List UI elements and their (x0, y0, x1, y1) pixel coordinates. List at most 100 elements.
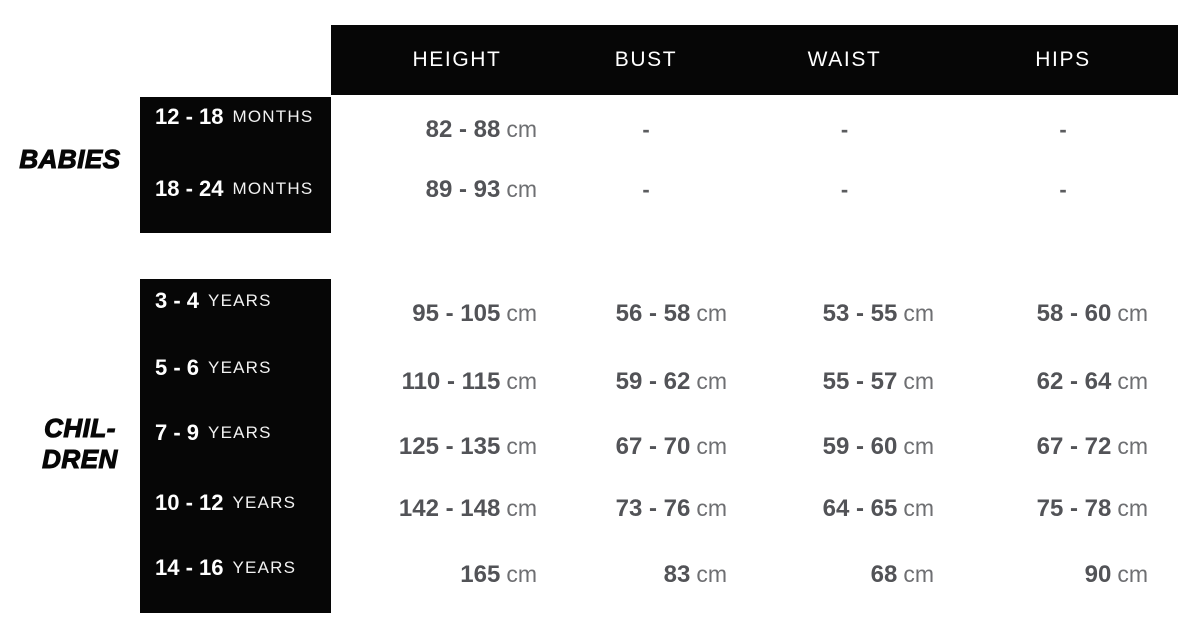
row-label: 5 - 6 YEARS (140, 353, 331, 383)
column-header-height: HEIGHT (412, 48, 502, 71)
cell-unit: cm (1117, 368, 1148, 394)
table-cell: 90 cm (948, 561, 1178, 589)
cell-unit: cm (506, 433, 537, 459)
cell-value: - (642, 177, 650, 202)
table-cell: 64 - 65 cm (741, 495, 948, 523)
age-range: 7 - 9 (155, 420, 200, 445)
cell-value: 55 - 57 (822, 368, 898, 395)
cell-value: 82 - 88 (425, 116, 501, 143)
table-cell: 59 - 60 cm (741, 433, 948, 461)
cell-value: 59 - 60 (822, 433, 898, 460)
cell-unit: cm (506, 176, 537, 202)
table-cell: 55 - 57 cm (741, 368, 948, 396)
table-cell: 142 - 148 cm (331, 495, 551, 523)
cell-value: 125 - 135 (398, 433, 501, 460)
group-label-line: DREN (42, 443, 118, 474)
cell-value: 142 - 148 (398, 495, 501, 522)
cell-value: 110 - 115 (401, 368, 501, 395)
table-cell: - (741, 116, 948, 144)
cell-value: 67 - 70 (615, 433, 691, 460)
table-cell: - (948, 116, 1178, 144)
table-cell: - (741, 176, 948, 204)
cell-value: 59 - 62 (615, 368, 691, 395)
table-cell: 89 - 93 cm (331, 176, 551, 204)
table-cell: 53 - 55 cm (741, 300, 948, 328)
age-unit: MONTHS (232, 107, 314, 126)
header-band (331, 25, 1178, 95)
cell-unit: cm (1117, 561, 1148, 587)
cell-value: 95 - 105 (412, 300, 501, 327)
row-label: 12 - 18 MONTHS (140, 102, 331, 132)
row-label: 7 - 9 YEARS (140, 418, 331, 448)
cell-unit: cm (696, 561, 727, 587)
cell-value: 53 - 55 (822, 300, 898, 327)
table-cell: 110 - 115 cm (331, 368, 551, 396)
age-range: 12 - 18 (155, 104, 224, 129)
cell-unit: cm (903, 368, 934, 394)
table-cell: - (948, 176, 1178, 204)
table-cell: 67 - 70 cm (551, 433, 741, 461)
age-range: 3 - 4 (155, 288, 200, 313)
age-unit: YEARS (208, 358, 272, 377)
cell-unit: cm (506, 495, 537, 521)
cell-unit: cm (903, 433, 934, 459)
cell-unit: cm (696, 433, 727, 459)
cell-value: 62 - 64 (1036, 368, 1112, 395)
table-cell: 95 - 105 cm (331, 300, 551, 328)
row-label: 10 - 12 YEARS (140, 488, 331, 518)
cell-unit: cm (506, 116, 537, 142)
column-header-waist: WAIST (807, 48, 882, 71)
cell-unit: cm (903, 300, 934, 326)
age-range: 10 - 12 (155, 490, 224, 515)
cell-unit: cm (696, 495, 727, 521)
table-cell: 62 - 64 cm (948, 368, 1178, 396)
cell-value: 73 - 76 (615, 495, 691, 522)
cell-value: - (1059, 117, 1067, 142)
table-row: 89 - 93 cm - - - (331, 175, 1178, 205)
cell-value: 56 - 58 (615, 300, 691, 327)
cell-unit: cm (903, 495, 934, 521)
cell-unit: cm (903, 561, 934, 587)
table-cell: 59 - 62 cm (551, 368, 741, 396)
table-cell: - (551, 176, 741, 204)
cell-value: 83 (663, 561, 691, 588)
age-range: 18 - 24 (155, 176, 224, 201)
cell-unit: cm (696, 368, 727, 394)
cell-value: - (840, 177, 849, 202)
cell-value: 68 (870, 561, 898, 588)
cell-unit: cm (1117, 433, 1148, 459)
cell-unit: cm (506, 300, 537, 326)
row-label: 14 - 16 YEARS (140, 553, 331, 583)
group-label-children: CHIL- DREN (10, 412, 150, 475)
cell-value: - (642, 117, 650, 142)
table-cell: 75 - 78 cm (948, 495, 1178, 523)
table-cell: 82 - 88 cm (331, 116, 551, 144)
age-unit: MONTHS (232, 179, 314, 198)
cell-value: - (840, 117, 849, 142)
age-range: 5 - 6 (155, 355, 200, 380)
cell-value: 58 - 60 (1036, 300, 1112, 327)
table-row: 125 - 135 cm 67 - 70 cm 59 - 60 cm 67 - 72 c… (331, 432, 1178, 462)
group-label-babies: BABIES (0, 143, 140, 174)
table-cell: 58 - 60 cm (948, 300, 1178, 328)
table-row: 165 cm 83 cm 68 cm 90 cm (331, 560, 1178, 590)
table-row: 142 - 148 cm 73 - 76 cm 64 - 65 cm 75 - 78 c… (331, 494, 1178, 524)
age-unit: YEARS (232, 493, 297, 512)
table-cell: 68 cm (741, 561, 948, 589)
table-cell: 165 cm (331, 561, 551, 589)
group-label-line: CHIL- (44, 412, 116, 443)
column-header-bust: BUST (614, 48, 678, 71)
age-range: 14 - 16 (155, 555, 224, 580)
table-row: 110 - 115 cm 59 - 62 cm 55 - 57 cm 62 - 64 c… (331, 367, 1178, 397)
age-unit: YEARS (232, 558, 297, 577)
table-cell: 83 cm (551, 561, 741, 589)
cell-value: 75 - 78 (1036, 495, 1112, 522)
row-label: 18 - 24 MONTHS (140, 174, 331, 204)
children-rows-panel (140, 279, 331, 613)
cell-value: 64 - 65 (822, 495, 898, 522)
table-cell: 67 - 72 cm (948, 433, 1178, 461)
table-cell: 56 - 58 cm (551, 300, 741, 328)
row-label: 3 - 4 YEARS (140, 286, 331, 316)
cell-unit: cm (506, 368, 537, 394)
